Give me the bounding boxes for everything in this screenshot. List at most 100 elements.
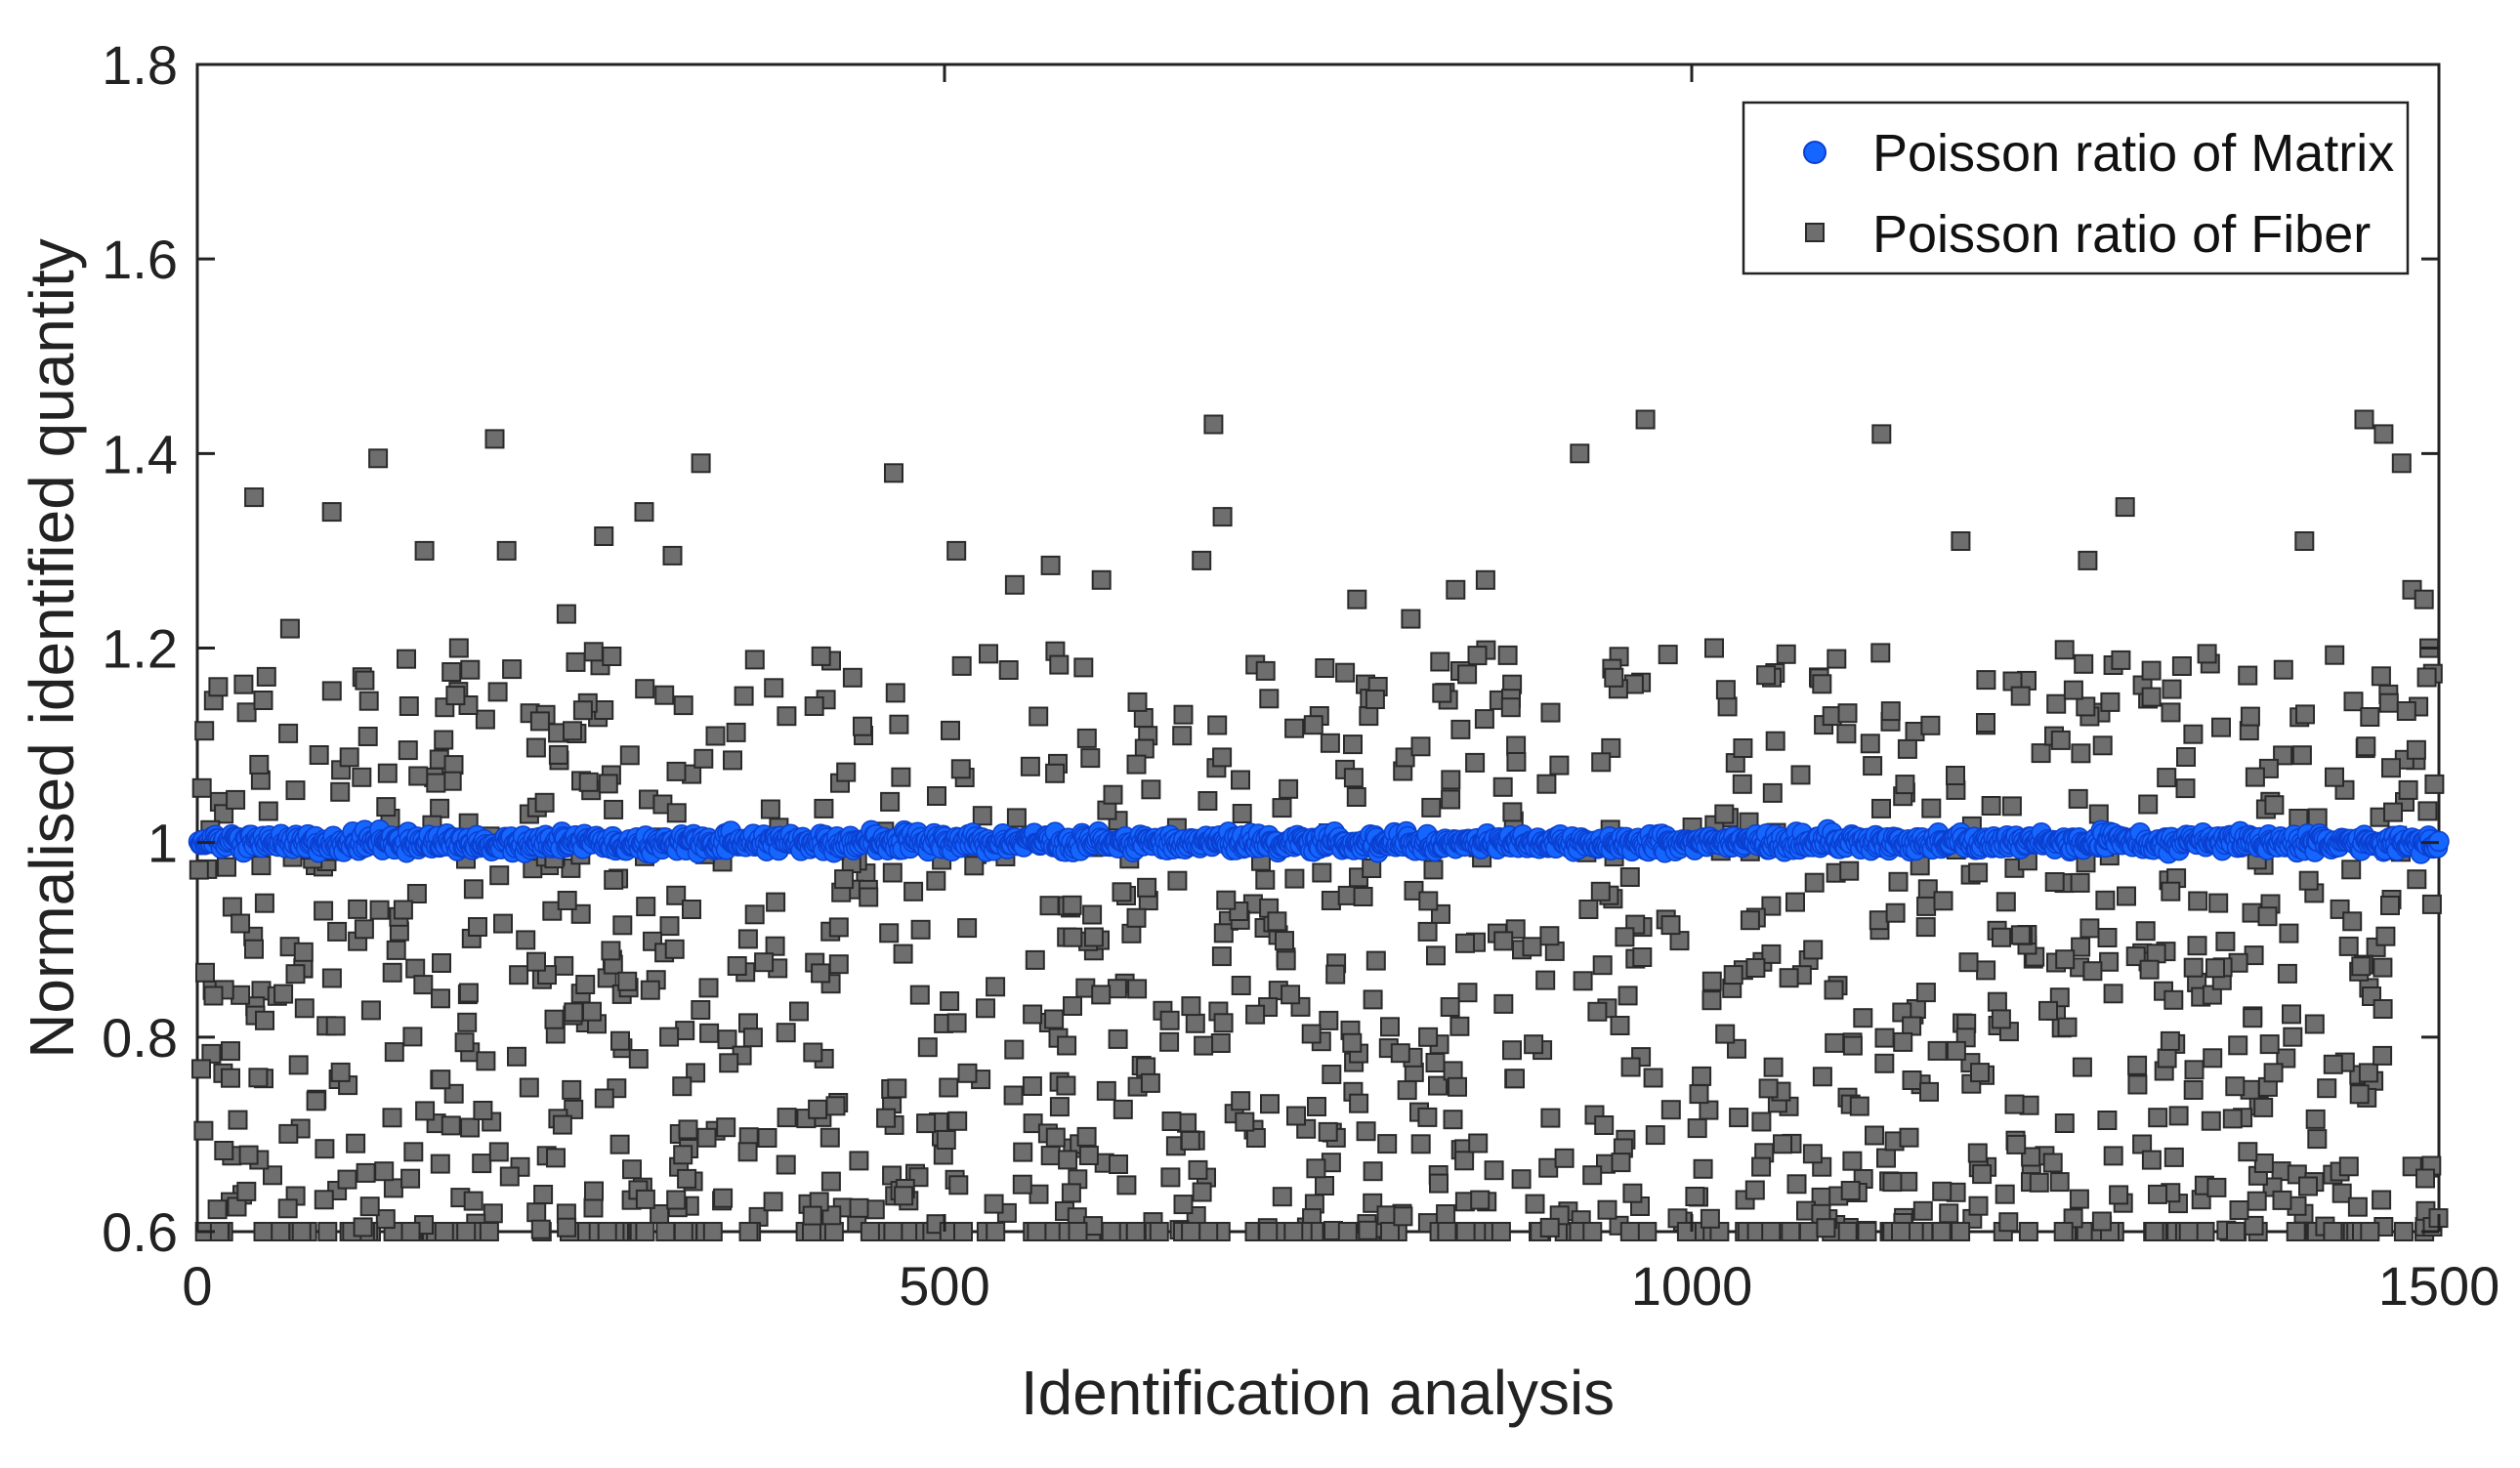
fiber-point: [2341, 860, 2362, 880]
fiber-point: [426, 773, 446, 793]
fiber-point: [1700, 1208, 1720, 1229]
fiber-point: [1825, 1032, 1845, 1053]
fiber-point: [2144, 1222, 2164, 1241]
fiber-point: [1245, 1004, 1266, 1025]
fiber-point: [1779, 968, 1799, 988]
fiber-point: [405, 958, 426, 979]
fiber-point: [509, 965, 529, 986]
fiber-point: [2157, 1048, 2177, 1069]
fiber-point: [2171, 656, 2192, 676]
fiber-point: [1068, 1222, 1088, 1241]
fiber-point: [979, 644, 998, 664]
fiber-point: [1020, 756, 1040, 776]
x-tick-label: 0: [182, 1255, 212, 1317]
fiber-point: [1161, 1111, 1182, 1131]
fiber-point: [1443, 1110, 1463, 1130]
fiber-point: [1441, 770, 1461, 790]
fiber-point: [468, 917, 487, 937]
fiber-point: [1465, 752, 1486, 773]
fiber-point: [885, 683, 905, 703]
fiber-point: [222, 897, 242, 917]
fiber-point: [330, 1062, 351, 1082]
fiber-point: [776, 1154, 796, 1175]
fiber-point: [2371, 666, 2391, 687]
fiber-point: [430, 1153, 450, 1174]
fiber-point: [2071, 937, 2091, 957]
fiber-point: [557, 1217, 577, 1237]
fiber-point: [677, 1168, 697, 1189]
fiber-point: [369, 900, 390, 920]
fiber-point: [2398, 779, 2418, 800]
fiber-point: [2373, 957, 2393, 978]
fiber-point: [957, 918, 978, 939]
fiber-point: [194, 721, 215, 741]
fiber-point: [2197, 644, 2217, 664]
fiber-point: [705, 726, 726, 746]
fiber-point: [552, 1114, 572, 1135]
fiber-point: [814, 798, 834, 818]
fiber-point: [1891, 1222, 1911, 1241]
fiber-point: [1538, 1157, 1559, 1178]
fiber-point: [542, 901, 563, 921]
fiber-point: [2331, 1183, 2352, 1203]
fiber-point: [1920, 715, 1941, 735]
fiber-point: [1342, 1032, 1363, 1053]
fiber-point: [702, 1222, 723, 1241]
fiber-point: [1885, 902, 1906, 923]
fiber-point: [2055, 949, 2076, 970]
fiber-point: [432, 953, 451, 973]
fiber-point: [445, 686, 466, 706]
fiber-point: [255, 1010, 274, 1030]
fiber-point: [2195, 1222, 2215, 1241]
fiber-point: [860, 1222, 880, 1241]
y-tick-label: 1.2: [102, 618, 178, 680]
fiber-point: [887, 1078, 907, 1099]
fiber-point: [1167, 870, 1188, 891]
fiber-point: [1284, 718, 1305, 738]
fiber-point: [1622, 1183, 1643, 1203]
fiber-point: [1535, 970, 1556, 990]
fiber-point: [1213, 923, 1234, 944]
fiber-point: [1318, 1121, 1338, 1142]
fiber-point: [1506, 752, 1527, 772]
fiber-point: [1816, 1218, 1836, 1238]
fiber-point: [1715, 680, 1736, 700]
fiber-point: [1232, 804, 1252, 823]
fiber-point: [278, 723, 299, 743]
fiber-point: [594, 700, 614, 720]
fiber-point: [1582, 1165, 1603, 1186]
fiber-point: [1991, 1009, 2011, 1029]
fiber-point: [1470, 1190, 1491, 1210]
fiber-point: [986, 977, 1006, 997]
fiber-point: [2245, 767, 2265, 787]
fiber-point: [1149, 1222, 1169, 1241]
fiber-point: [2373, 1045, 2393, 1066]
fiber-point: [1108, 1028, 1128, 1049]
fiber-point: [2050, 730, 2071, 750]
fiber-point: [1325, 964, 1346, 985]
fiber-point: [1897, 738, 1917, 759]
fiber-point: [2375, 926, 2396, 946]
fiber-point: [1590, 881, 1611, 902]
fiber-point: [2082, 961, 2103, 982]
fiber-point: [1916, 896, 1937, 916]
fiber-point: [1860, 734, 1880, 754]
fiber-point: [496, 540, 517, 561]
fiber-point: [1180, 1130, 1200, 1151]
fiber-point: [696, 1127, 717, 1148]
fiber-point: [2103, 984, 2123, 1004]
fiber-point: [1286, 1106, 1306, 1126]
fiber-point: [1837, 703, 1858, 724]
fiber-point: [1004, 574, 1025, 595]
fiber-point: [594, 526, 614, 546]
fiber-point: [2263, 1063, 2284, 1083]
fiber-point: [2141, 660, 2162, 681]
fiber-point: [1660, 915, 1681, 936]
fiber-point: [484, 429, 505, 449]
fiber-point: [2277, 963, 2297, 984]
fiber-point: [1536, 774, 1557, 794]
fiber-point: [248, 1068, 269, 1088]
fiber-point: [321, 968, 342, 988]
fiber-point: [903, 881, 924, 902]
fiber-point: [1927, 1040, 1948, 1061]
